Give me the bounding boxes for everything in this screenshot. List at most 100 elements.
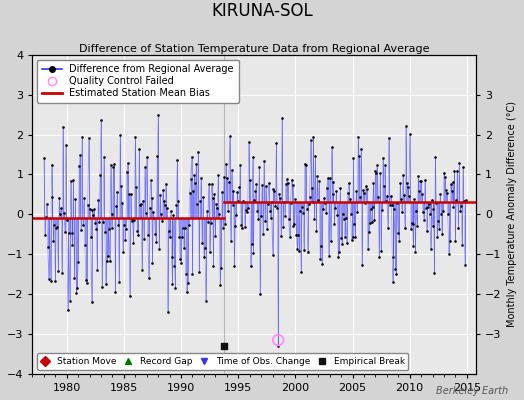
Point (83, 201, 92, 208)
Point (340, 216, 348, 222)
Point (255, 164, 264, 170)
Point (442, 187, 450, 193)
Point (325, 174, 334, 181)
Point (348, 233, 357, 240)
Point (127, 216, 136, 222)
Point (248, 154, 257, 160)
Point (437, 210, 445, 217)
Point (291, 196, 300, 202)
Point (249, 250, 258, 256)
Point (45, 275, 53, 282)
Point (254, 216, 263, 222)
Point (218, 189, 226, 195)
Point (332, 188, 341, 194)
Point (98, 284, 106, 290)
Point (236, 162, 244, 168)
Point (374, 194, 383, 200)
Point (292, 232, 301, 238)
Point (436, 191, 444, 197)
Point (190, 172, 199, 178)
Point (370, 217, 379, 223)
Point (443, 189, 451, 196)
Point (72, 289, 81, 296)
Point (136, 202, 144, 208)
Point (91, 220, 100, 226)
Point (49, 238, 58, 244)
Point (123, 168, 131, 175)
Point (154, 112, 162, 118)
Point (62, 217, 71, 223)
Point (315, 178, 323, 184)
Point (337, 234, 345, 241)
Point (301, 160, 309, 167)
Point (266, 208, 274, 214)
Point (422, 205, 430, 212)
Point (339, 210, 347, 217)
Point (58, 270, 66, 276)
Point (54, 267, 62, 274)
Point (428, 197, 436, 203)
Point (281, 213, 289, 219)
Point (171, 285, 180, 292)
Point (260, 158, 268, 164)
Point (167, 254, 176, 260)
Point (128, 218, 137, 224)
Point (59, 124, 67, 130)
Point (225, 133, 234, 139)
Point (108, 211, 117, 218)
Point (60, 210, 68, 216)
Point (163, 309, 172, 315)
Point (329, 179, 337, 185)
Point (343, 240, 351, 246)
Point (381, 197, 390, 204)
Point (363, 185, 371, 192)
Point (375, 254, 384, 260)
Point (61, 229, 69, 236)
Point (51, 278, 60, 284)
Point (310, 216, 319, 222)
Point (367, 219, 376, 225)
Point (166, 234, 174, 240)
Point (130, 217, 138, 224)
Point (460, 198, 468, 204)
Point (256, 291, 264, 297)
Point (321, 200, 329, 207)
Point (97, 117, 105, 123)
Point (322, 210, 330, 216)
Point (257, 213, 265, 220)
Point (431, 154, 440, 160)
Point (167, 208, 175, 214)
Point (126, 191, 135, 197)
Point (386, 202, 394, 208)
Point (133, 228, 141, 234)
Point (434, 218, 442, 224)
Point (395, 238, 403, 244)
Point (312, 227, 321, 234)
Point (52, 224, 60, 231)
Point (165, 228, 173, 234)
Point (131, 134, 139, 140)
Point (122, 226, 130, 232)
Point (233, 189, 242, 196)
Point (155, 246, 163, 252)
Point (272, 140, 280, 146)
Point (134, 232, 143, 238)
Point (150, 214, 159, 221)
Point (444, 251, 453, 258)
Point (432, 200, 441, 206)
Point (379, 154, 387, 161)
Point (360, 190, 368, 196)
Point (244, 205, 252, 211)
Point (139, 198, 147, 204)
Point (298, 204, 306, 210)
Point (329, 191, 337, 197)
Point (161, 202, 169, 208)
Point (268, 252, 277, 258)
Point (352, 188, 361, 194)
Point (459, 164, 467, 171)
Point (407, 226, 415, 232)
Point (346, 210, 355, 217)
Point (237, 222, 245, 228)
Point (290, 221, 299, 227)
Point (216, 282, 224, 288)
